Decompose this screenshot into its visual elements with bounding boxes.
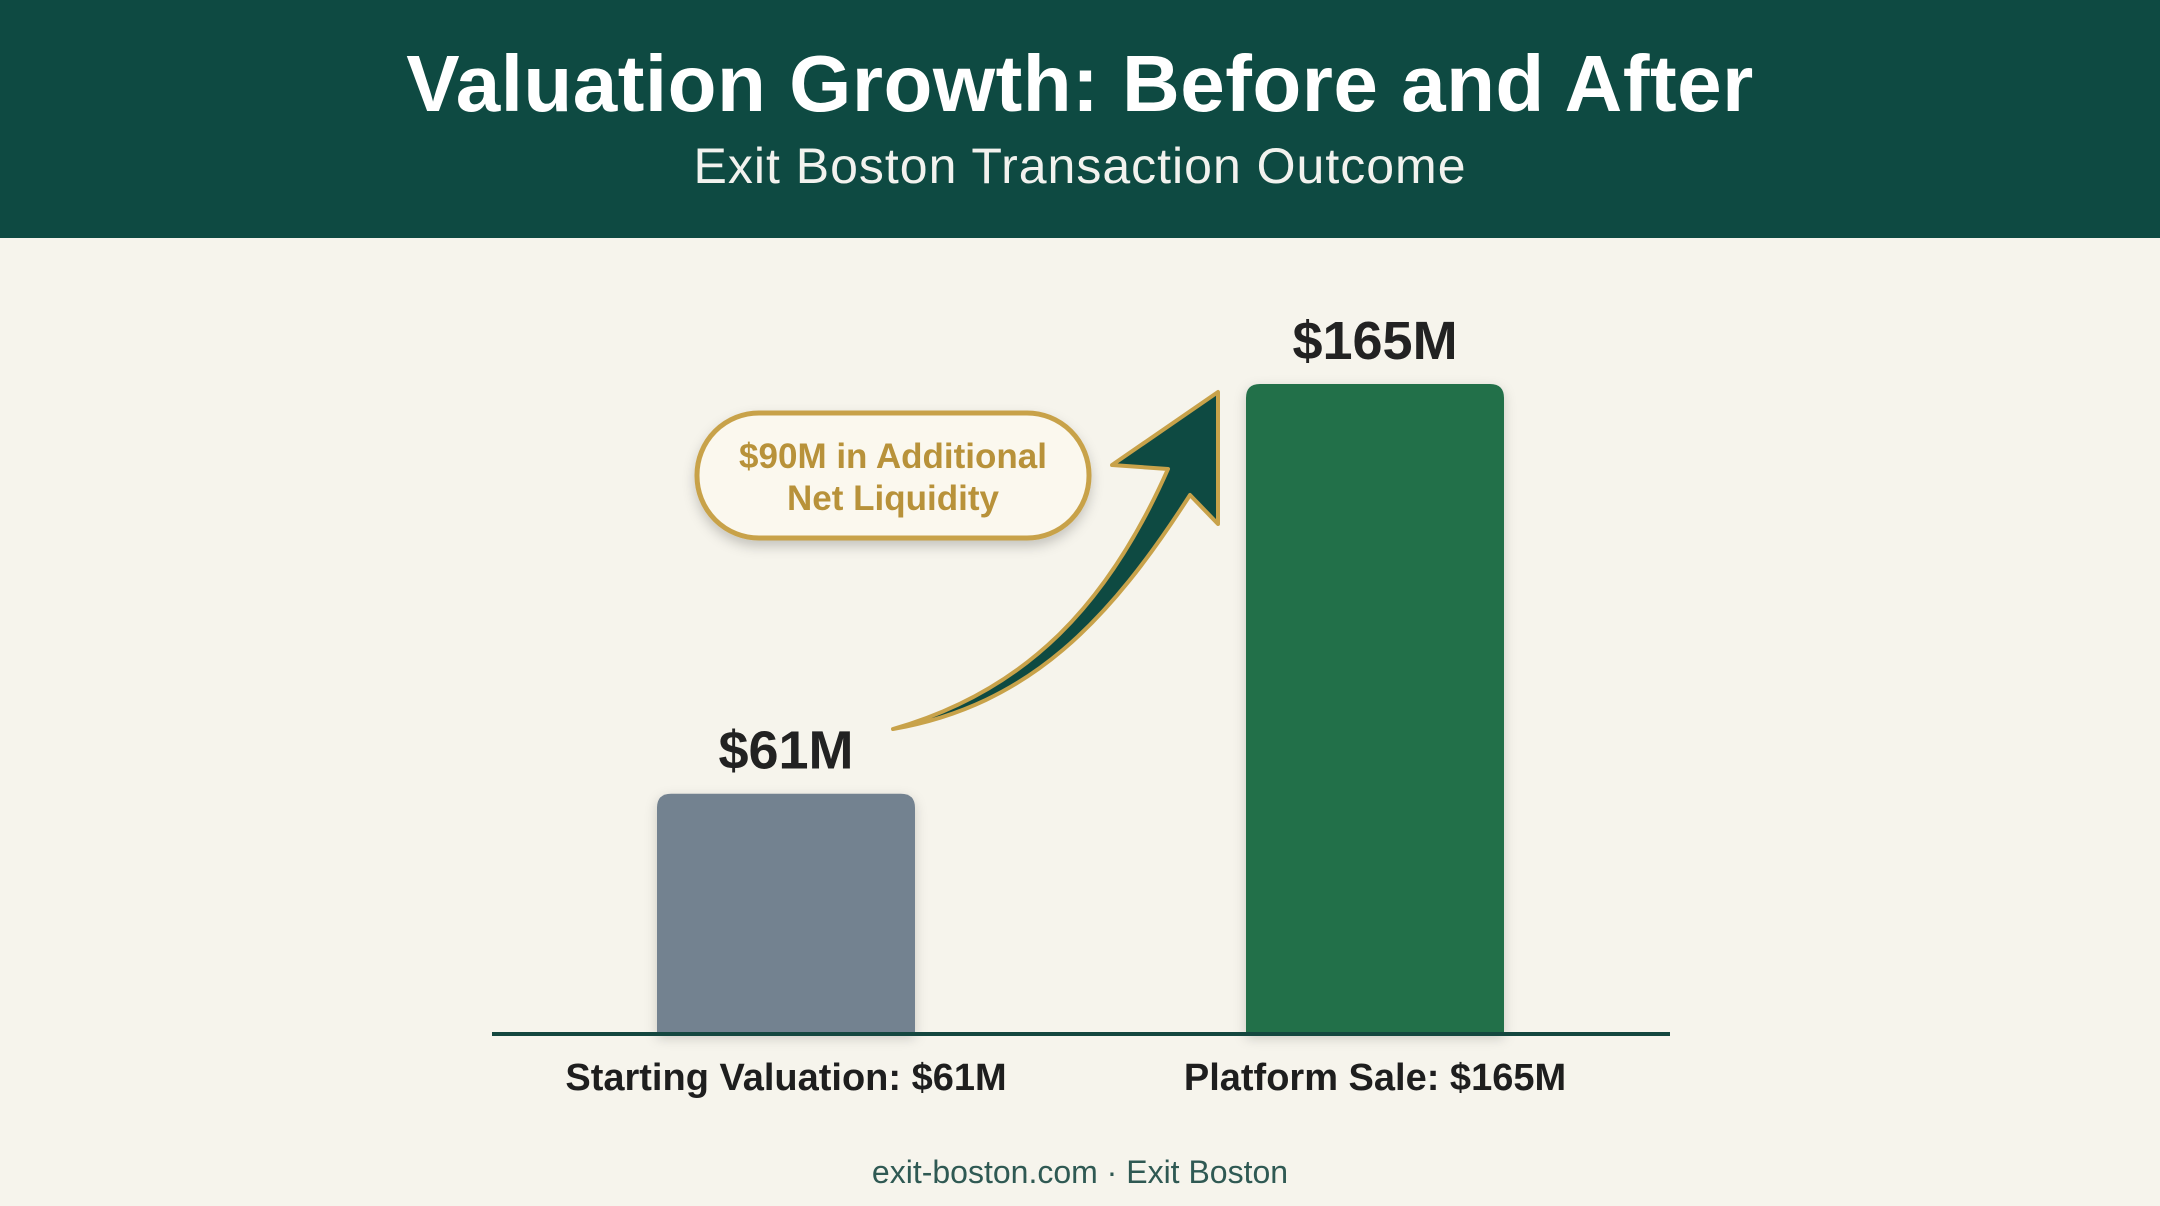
- footer-credit: exit-boston.com · Exit Boston: [871, 1154, 1289, 1190]
- header-banner: [0, 0, 2160, 238]
- annotation-line-2: Net Liquidity: [787, 479, 999, 518]
- bar-starting-valuation: [657, 793, 915, 1034]
- annotation-callout: $90M in Additional Net Liquidity: [694, 410, 1092, 541]
- category-label: Platform Sale: $165M: [1184, 1057, 1566, 1099]
- annotation-line-1: $90M in Additional: [739, 437, 1047, 476]
- category-label: Starting Valuation: $61M: [565, 1057, 1006, 1099]
- chart-title: Valuation Growth: Before and After: [406, 39, 1754, 128]
- bar-platform-sale: [1246, 384, 1504, 1034]
- chart-subtitle: Exit Boston Transaction Outcome: [693, 138, 1467, 194]
- bar-value-label: $61M: [718, 721, 853, 781]
- bar-value-label: $165M: [1292, 311, 1457, 371]
- growth-arrow-icon: [891, 390, 1220, 731]
